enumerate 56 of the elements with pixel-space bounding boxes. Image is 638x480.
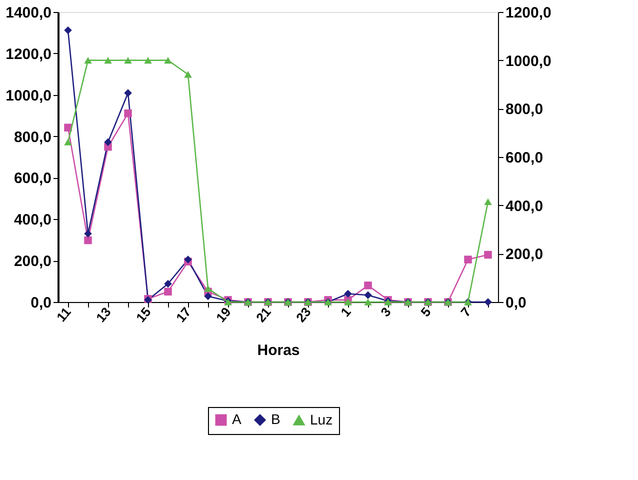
point	[484, 198, 492, 206]
y-tick-label: 1000,0	[6, 87, 52, 104]
x-tick-label: 1	[338, 304, 354, 320]
y-tick-label: 400,0	[14, 212, 52, 229]
point	[124, 109, 132, 118]
point	[104, 138, 112, 146]
y-tick-label: 1200,0	[6, 46, 52, 63]
point	[364, 298, 372, 306]
x-tick-label: 11	[54, 304, 74, 325]
x-tick-label: 23	[293, 304, 314, 326]
point	[104, 56, 112, 64]
y2-tick-label: 400,0	[506, 198, 544, 215]
point	[204, 285, 212, 292]
y-tick-label: 0,0	[30, 294, 52, 312]
y-tick-label: 600,0	[14, 170, 52, 188]
y-tick-label: 1400,0	[6, 4, 52, 22]
point	[64, 138, 72, 146]
y-tick-label: 800,0	[14, 128, 52, 146]
x-tick-label: 19	[213, 304, 234, 326]
point	[84, 56, 92, 64]
y2-tick-label: 600,0	[506, 150, 544, 166]
point	[164, 280, 172, 288]
legend-label: Luz	[310, 411, 333, 428]
point	[144, 56, 152, 64]
point	[84, 230, 92, 238]
legend-label: B	[271, 411, 280, 427]
x-tick-label: 7	[458, 304, 474, 320]
point	[364, 291, 372, 300]
point	[484, 250, 492, 259]
x-tick-label: 17	[173, 304, 194, 326]
y2-tick-label: 800,0	[506, 101, 544, 118]
point	[204, 292, 212, 300]
x-tick-label: 21	[253, 304, 274, 326]
x-tick-label: 15	[133, 304, 154, 326]
x-axis-title: Horas	[257, 342, 300, 360]
point	[364, 282, 372, 290]
point	[124, 89, 132, 97]
point	[344, 290, 352, 298]
x-tick-label: 13	[93, 304, 114, 326]
point	[124, 56, 132, 64]
point	[344, 298, 352, 306]
point	[164, 56, 172, 64]
y2-tick-label: 1000,0	[506, 52, 552, 70]
x-tick-label: 3	[378, 304, 394, 320]
point	[464, 256, 472, 264]
y2-tick-label: 1200,0	[506, 4, 552, 22]
point	[84, 236, 92, 244]
point	[164, 288, 172, 296]
point	[184, 70, 192, 78]
point	[64, 26, 72, 34]
y-tick-label: 200,0	[14, 253, 52, 270]
point	[484, 298, 492, 306]
y2-tick-label: 200,0	[506, 246, 544, 264]
legend-label: A	[232, 411, 242, 427]
y2-tick-label: 0,0	[506, 294, 526, 312]
x-tick-label: 5	[418, 304, 434, 320]
